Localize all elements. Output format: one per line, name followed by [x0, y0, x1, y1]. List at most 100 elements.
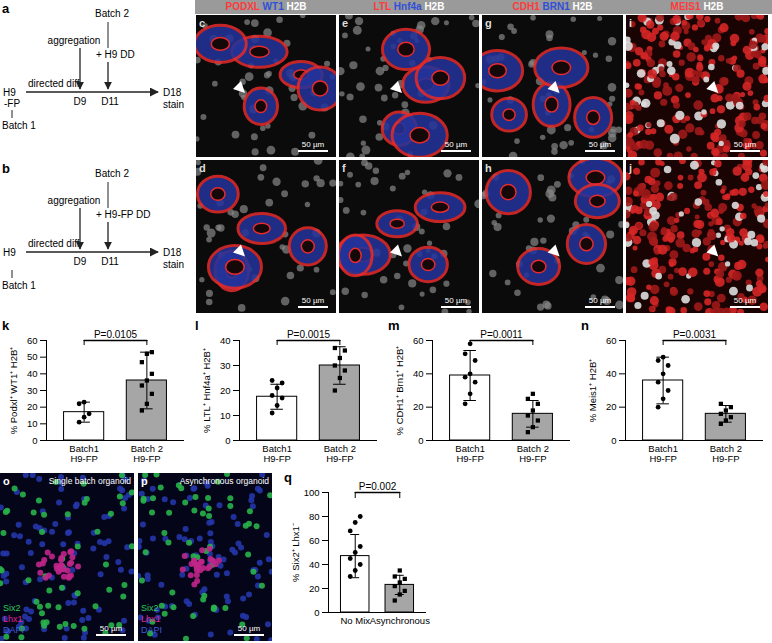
svg-text:f: f — [342, 162, 346, 174]
svg-text:50: 50 — [27, 351, 38, 362]
svg-text:40: 40 — [606, 368, 617, 379]
svg-text:50 µm: 50 µm — [302, 296, 325, 305]
svg-text:+ H9-FP DD: + H9-FP DD — [96, 209, 151, 220]
svg-text:50 µm: 50 µm — [734, 296, 757, 305]
svg-text:% Podxl⁺ WT1⁺ H2B⁺: % Podxl⁺ WT1⁺ H2B⁺ — [8, 347, 19, 435]
svg-text:stain: stain — [163, 99, 184, 110]
svg-text:Batch 2H9-FP: Batch 2H9-FP — [517, 443, 549, 464]
svg-text:% CDH1⁺ Brn1⁺ H2B⁺: % CDH1⁺ Brn1⁺ H2B⁺ — [394, 346, 405, 436]
svg-text:Batch 2: Batch 2 — [95, 8, 129, 19]
svg-text:Asynchronous organoid: Asynchronous organoid — [180, 476, 270, 486]
svg-text:20: 20 — [220, 385, 231, 396]
svg-text:d: d — [199, 162, 206, 174]
svg-text:% LTL⁺ Hnf4a⁺ H2B⁺: % LTL⁺ Hnf4a⁺ H2B⁺ — [201, 348, 212, 433]
svg-text:20: 20 — [606, 401, 617, 412]
svg-text:10: 10 — [27, 418, 38, 429]
svg-text:directed diff: directed diff — [28, 78, 80, 89]
svg-text:40: 40 — [27, 368, 38, 379]
svg-text:c: c — [199, 17, 205, 29]
svg-text:Batch 2H9-FP: Batch 2H9-FP — [324, 443, 356, 464]
svg-text:50 µm: 50 µm — [445, 140, 468, 149]
svg-text:0: 0 — [32, 435, 37, 446]
svg-text:+ H9 DD: + H9 DD — [96, 49, 135, 60]
svg-text:aggregation: aggregation — [48, 35, 101, 46]
svg-text:DAPI: DAPI — [3, 625, 24, 635]
svg-text:50 µm: 50 µm — [589, 296, 612, 305]
svg-text:H9: H9 — [3, 87, 16, 98]
svg-text:Batch 1: Batch 1 — [2, 120, 36, 131]
svg-text:D9: D9 — [74, 96, 87, 107]
svg-text:40: 40 — [413, 368, 424, 379]
svg-text:D9: D9 — [74, 256, 87, 267]
svg-text:Batch1H9-FP: Batch1H9-FP — [648, 443, 678, 464]
svg-text:j: j — [628, 162, 632, 174]
svg-text:-FP: -FP — [4, 98, 20, 109]
svg-text:20: 20 — [309, 583, 320, 594]
svg-text:60: 60 — [27, 335, 38, 346]
svg-text:60: 60 — [606, 335, 617, 346]
svg-text:Batch 2H9-FP: Batch 2H9-FP — [710, 443, 742, 464]
html-text:LTL Hnf4a H2B: LTL Hnf4a H2B — [373, 1, 445, 12]
svg-text:D11: D11 — [101, 96, 119, 107]
svg-text:Single batch organoid: Single batch organoid — [49, 476, 132, 486]
svg-text:30: 30 — [27, 385, 38, 396]
svg-text:60: 60 — [413, 335, 424, 346]
svg-text:10: 10 — [220, 410, 231, 421]
svg-text:Six2: Six2 — [141, 603, 159, 613]
svg-text:H9: H9 — [3, 247, 16, 258]
svg-text:20: 20 — [27, 401, 38, 412]
svg-text:aggregation: aggregation — [48, 195, 101, 206]
svg-text:100: 100 — [304, 487, 320, 498]
svg-text:D18: D18 — [163, 247, 182, 258]
svg-text:50 µm: 50 µm — [445, 296, 468, 305]
html-text:m: m — [388, 318, 400, 333]
svg-text:Batch1H9-FP: Batch1H9-FP — [262, 443, 292, 464]
svg-text:P=0.0105: P=0.0105 — [94, 329, 138, 340]
svg-text:Batch 2H9-FP: Batch 2H9-FP — [131, 443, 163, 464]
svg-text:P=0.002: P=0.002 — [359, 481, 397, 492]
svg-text:D18: D18 — [163, 87, 182, 98]
svg-text:Lhx1: Lhx1 — [141, 614, 161, 624]
svg-text:50 µm: 50 µm — [100, 624, 123, 633]
svg-text:DAPI: DAPI — [141, 625, 162, 635]
svg-text:40: 40 — [309, 559, 320, 570]
svg-text:Lhx1: Lhx1 — [3, 614, 23, 624]
svg-text:0: 0 — [418, 435, 423, 446]
svg-text:Batch1H9-FP: Batch1H9-FP — [69, 443, 99, 464]
svg-text:80: 80 — [309, 511, 320, 522]
svg-text:Batch 1: Batch 1 — [2, 280, 36, 291]
svg-text:i: i — [629, 17, 632, 29]
svg-text:0: 0 — [611, 435, 616, 446]
svg-text:% Meis1⁺ H2B⁺: % Meis1⁺ H2B⁺ — [587, 359, 598, 423]
svg-text:20: 20 — [413, 401, 424, 412]
svg-text:60: 60 — [309, 535, 320, 546]
svg-text:D11: D11 — [101, 256, 119, 267]
svg-text:No Mix: No Mix — [340, 615, 370, 626]
svg-text:% Six2⁺ Lhx1⁻: % Six2⁺ Lhx1⁻ — [290, 523, 301, 582]
svg-text:a: a — [2, 1, 10, 16]
svg-text:Asynchronous: Asynchronous — [370, 615, 430, 626]
svg-text:e: e — [342, 17, 348, 29]
html-text:PODXL WT1 H2B: PODXL WT1 H2B — [225, 1, 307, 12]
svg-text:directed diff: directed diff — [28, 238, 80, 249]
svg-text:0: 0 — [225, 435, 230, 446]
svg-text:Batch1H9-FP: Batch1H9-FP — [455, 443, 485, 464]
svg-text:g: g — [485, 17, 492, 29]
svg-text:30: 30 — [220, 360, 231, 371]
svg-text:stain: stain — [163, 259, 184, 270]
svg-text:50 µm: 50 µm — [734, 140, 757, 149]
svg-text:Batch 2: Batch 2 — [95, 168, 129, 179]
svg-text:0: 0 — [314, 607, 319, 618]
svg-text:b: b — [2, 161, 10, 176]
svg-text:40: 40 — [220, 335, 231, 346]
svg-text:p: p — [141, 475, 148, 487]
svg-text:50 µm: 50 µm — [589, 140, 612, 149]
svg-text:o: o — [3, 475, 10, 487]
svg-text:50 µm: 50 µm — [302, 140, 325, 149]
svg-text:h: h — [485, 162, 492, 174]
svg-text:P=0.0011: P=0.0011 — [480, 329, 523, 340]
svg-text:Six2: Six2 — [3, 603, 21, 613]
svg-text:P=0.0031: P=0.0031 — [673, 329, 717, 340]
svg-text:50 µm: 50 µm — [238, 624, 261, 633]
svg-text:P=0.0015: P=0.0015 — [287, 329, 331, 340]
